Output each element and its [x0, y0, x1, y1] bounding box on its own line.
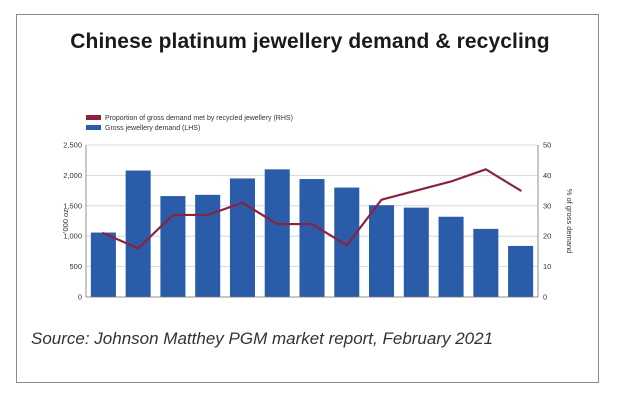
bar	[473, 228, 499, 297]
y-tick-right: 50	[543, 141, 551, 150]
y-tick-left: 2,500	[63, 141, 82, 150]
legend-label-bar: Gross jewellery demand (LHS)	[105, 125, 200, 132]
bar	[508, 245, 534, 297]
bar	[438, 216, 464, 297]
bar	[403, 207, 429, 297]
y-tick-left: 1,000	[63, 232, 82, 241]
legend-swatch-bar	[86, 125, 101, 130]
y-axis-right-label: % of gross demand	[565, 189, 574, 254]
y-tick-left: 0	[78, 293, 82, 302]
bar	[160, 196, 186, 297]
y-tick-right: 0	[543, 293, 547, 302]
bar	[195, 194, 221, 297]
bar	[125, 170, 151, 297]
y-tick-right: 40	[543, 171, 551, 180]
bar	[264, 169, 290, 297]
legend-label-line: Proportion of gross demand met by recycl…	[105, 115, 293, 122]
bar	[334, 187, 360, 297]
legend-swatch-line	[86, 115, 101, 120]
y-tick-left: 2,000	[63, 171, 82, 180]
bar	[299, 179, 325, 297]
y-tick-right: 10	[543, 262, 551, 271]
y-tick-left: 500	[69, 262, 82, 271]
bar	[369, 205, 395, 297]
bar	[229, 178, 255, 297]
y-axis-left-label: '000 oz	[61, 209, 70, 233]
y-tick-right: 20	[543, 232, 551, 241]
source-note: Source: Johnson Matthey PGM market repor…	[31, 329, 494, 348]
y-tick-left: 1,500	[63, 201, 82, 210]
y-tick-right: 30	[543, 201, 551, 210]
bar	[90, 232, 116, 297]
chart-title: Chinese platinum jewellery demand & recy…	[70, 30, 550, 53]
